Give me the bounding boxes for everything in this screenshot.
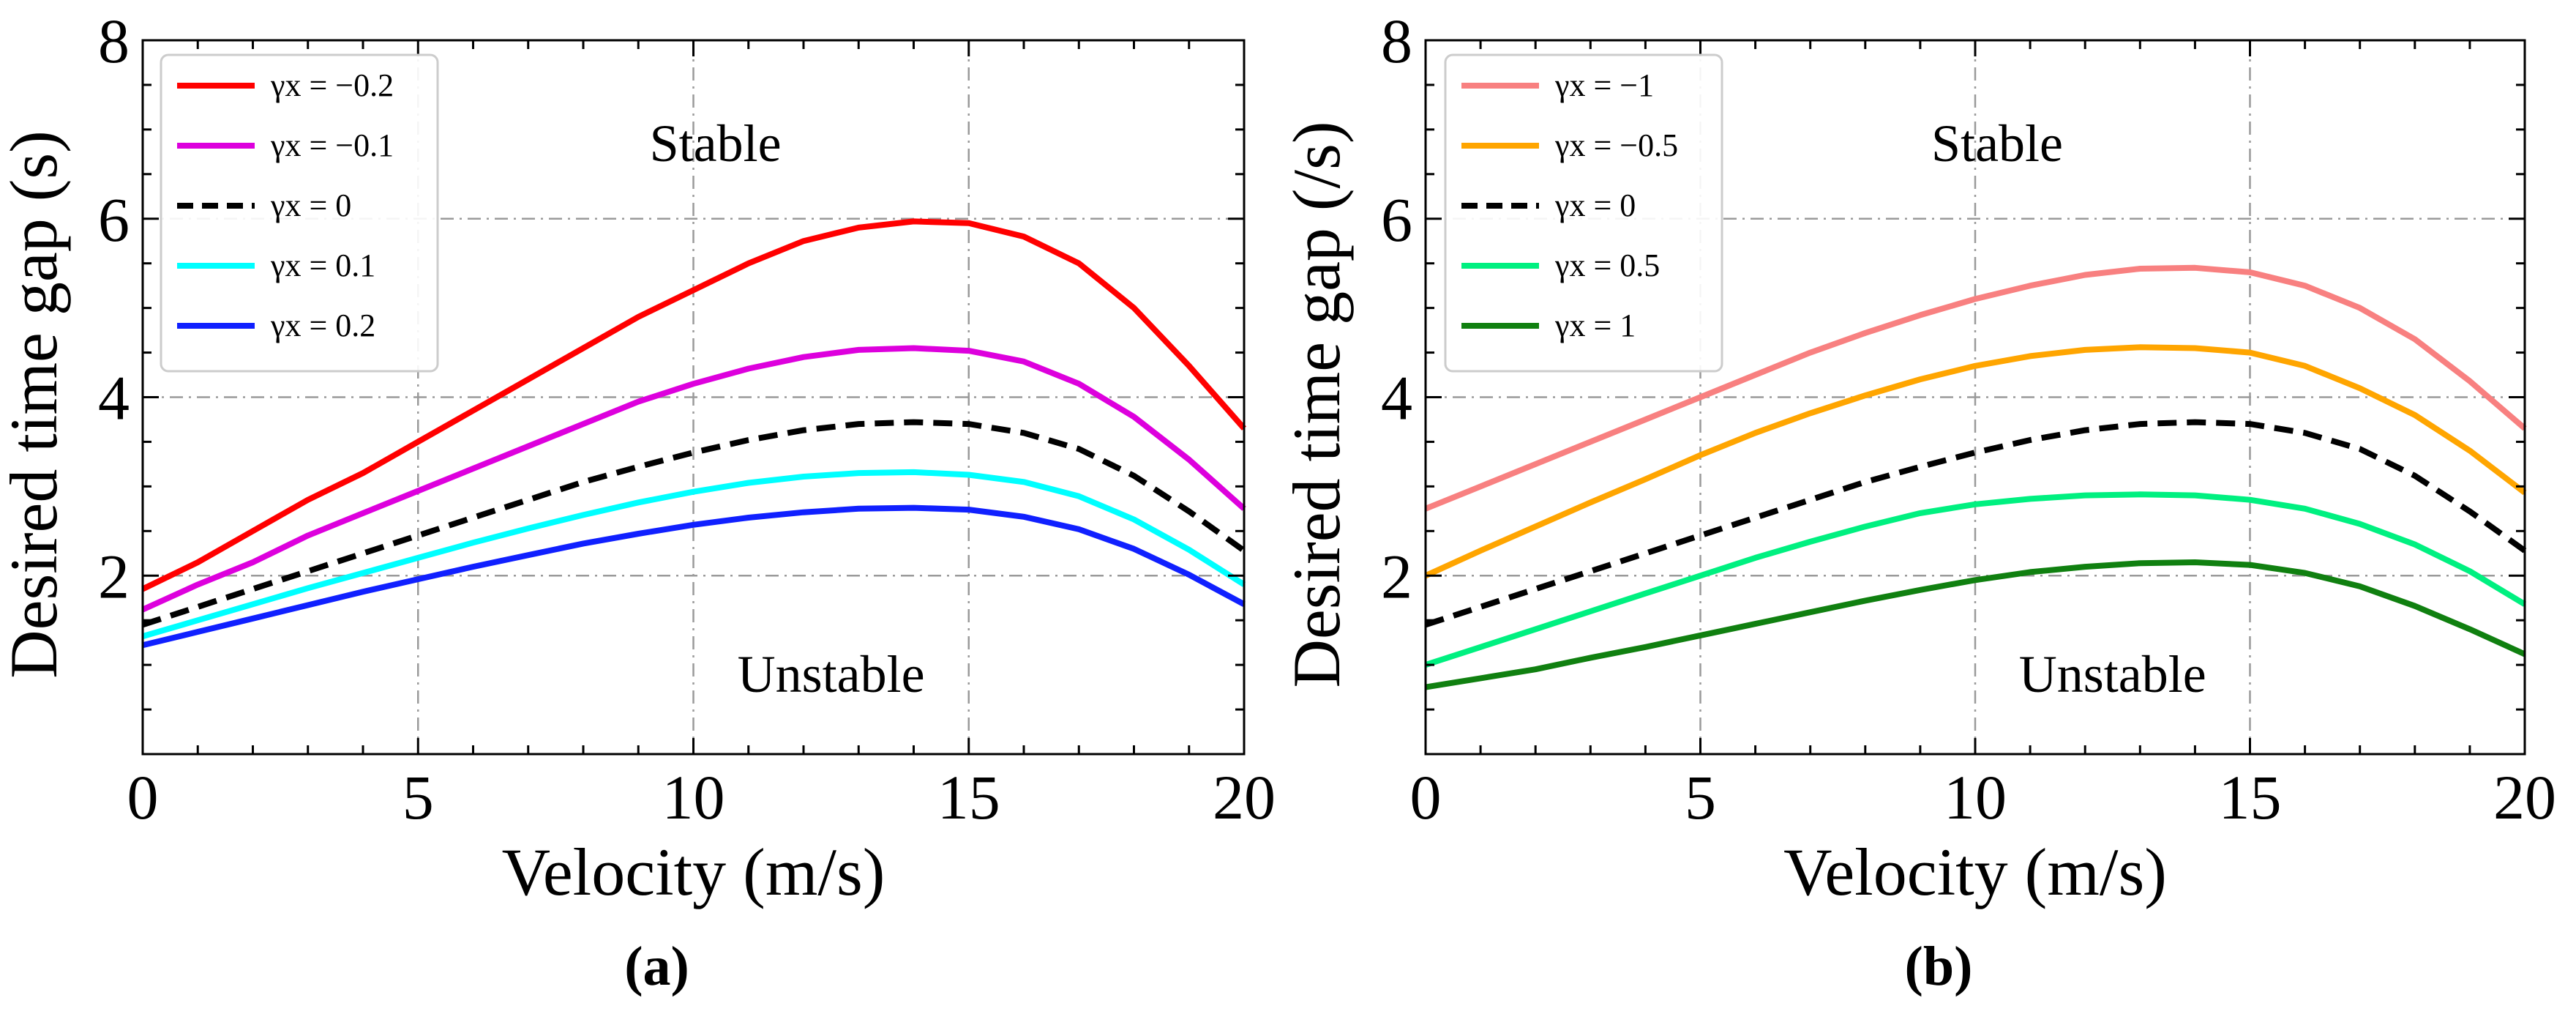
stable-annotation: Stable bbox=[650, 114, 782, 173]
x-tick-label: 5 bbox=[402, 762, 434, 832]
series-line-1 bbox=[141, 345, 1246, 613]
series-line-2 bbox=[1424, 419, 2527, 628]
series-line-4 bbox=[1425, 559, 2526, 690]
legend-box bbox=[160, 53, 439, 373]
x-tick-label: 0 bbox=[1410, 762, 1442, 832]
y-axis-label: Desired time gap (s) bbox=[0, 130, 71, 679]
legend-label-0: γx = −0.2 bbox=[270, 67, 394, 103]
legend-label-3: γx = 0.1 bbox=[270, 247, 375, 283]
x-tick-label: 15 bbox=[937, 762, 1000, 832]
x-axis-label: Velocity (m/s) bbox=[1783, 835, 2167, 909]
series-line-0 bbox=[141, 218, 1247, 592]
legend-label-4: γx = 1 bbox=[1554, 308, 1636, 343]
series-line-0 bbox=[1424, 264, 2527, 512]
y-tick-label: 6 bbox=[98, 184, 130, 255]
x-axis-label: Velocity (m/s) bbox=[502, 835, 886, 909]
x-tick-label: 5 bbox=[1685, 762, 1716, 832]
y-tick-label: 2 bbox=[1381, 541, 1412, 611]
y-tick-label: 6 bbox=[1381, 184, 1412, 255]
panel-label: (b) bbox=[1905, 936, 1973, 997]
x-tick-label: 15 bbox=[2219, 762, 2282, 832]
x-tick-label: 10 bbox=[662, 762, 725, 832]
x-tick-label: 20 bbox=[2493, 762, 2556, 832]
x-tick-label: 20 bbox=[1213, 762, 1276, 832]
y-tick-label: 8 bbox=[1381, 6, 1412, 76]
series-line-2 bbox=[141, 419, 1246, 628]
unstable-annotation: Unstable bbox=[738, 645, 925, 704]
panel-b: 0 5 10 15 20 2 4 6 8 Velocity (m/s) Desired time g… bbox=[1279, 6, 2556, 997]
legend-label-2: γx = 0 bbox=[270, 187, 351, 223]
x-tick-label: 0 bbox=[127, 762, 159, 832]
x-tick-label: 10 bbox=[1944, 762, 2007, 832]
y-tick-label: 8 bbox=[98, 6, 130, 76]
y-tick-label: 4 bbox=[1381, 363, 1412, 433]
legend-label-1: γx = −0.5 bbox=[1554, 127, 1678, 163]
legend-label-3: γx = 0.5 bbox=[1554, 247, 1660, 283]
series-line-3 bbox=[141, 469, 1246, 639]
panel-a: 0 5 10 15 20 2 4 6 8 Velocity (m/s) Desired time g… bbox=[0, 6, 1276, 997]
legend-box bbox=[1444, 53, 1723, 373]
legend-label-4: γx = 0.2 bbox=[270, 308, 375, 343]
y-tick-label: 4 bbox=[98, 363, 130, 433]
legend-label-2: γx = 0 bbox=[1554, 187, 1636, 223]
legend-label-0: γx = −1 bbox=[1554, 67, 1654, 103]
series-line-4 bbox=[142, 504, 1246, 649]
unstable-annotation: Unstable bbox=[2019, 645, 2206, 704]
legend-label-1: γx = −0.1 bbox=[270, 127, 394, 163]
y-axis-label: Desired time gap (/s) bbox=[1279, 121, 1354, 687]
stable-annotation: Stable bbox=[1931, 114, 2063, 173]
series-line-3 bbox=[1424, 491, 2527, 668]
series-line-1 bbox=[1424, 344, 2527, 578]
y-tick-label: 2 bbox=[98, 541, 130, 611]
panel-label: (a) bbox=[624, 936, 689, 997]
